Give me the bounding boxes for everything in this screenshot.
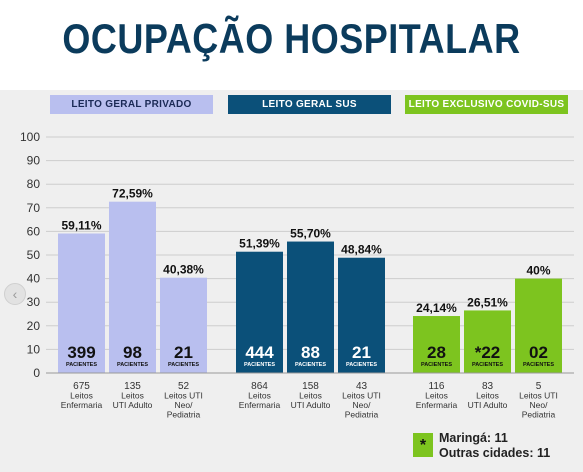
carousel-prev-icon[interactable]: ‹ (4, 283, 26, 305)
patients-count: 21 (352, 343, 371, 362)
category-label: Neo/ (353, 400, 372, 410)
y-tick-label: 0 (33, 366, 40, 380)
category-label: 52 (178, 381, 190, 392)
category-label: 43 (356, 381, 368, 392)
category-label: Leitos (476, 391, 499, 401)
legend-line-maringa: Maringá: 11 (439, 431, 508, 445)
category-label: Neo/ (530, 400, 549, 410)
group-header-covid: LEITO EXCLUSIVO COVID-SUS (405, 95, 568, 114)
bar (160, 277, 207, 373)
category-label: Neo/ (175, 400, 194, 410)
bar-value-label: 51,39% (239, 237, 280, 251)
category-label: Leitos (121, 391, 144, 401)
bar (287, 241, 334, 373)
category-label: 135 (124, 381, 141, 392)
patients-caption: PACIENTES (523, 362, 554, 368)
category-label: Pediatria (522, 410, 556, 420)
bar (515, 278, 562, 373)
category-label: Leitos UTI (519, 391, 558, 401)
y-tick-label: 10 (27, 342, 41, 356)
y-tick-label: 40 (27, 272, 41, 286)
group-header-privado: LEITO GERAL PRIVADO (50, 95, 213, 114)
group-header-sus: LEITO GERAL SUS (228, 95, 391, 114)
bar (338, 257, 385, 373)
category-label: Enfermaria (416, 400, 458, 410)
patients-caption: PACIENTES (244, 362, 275, 368)
bar-value-label: 72,59% (112, 187, 153, 201)
y-tick-label: 30 (27, 295, 41, 309)
patients-count: 21 (174, 343, 193, 362)
asterisk-marker: * (413, 433, 433, 457)
category-label: 83 (482, 381, 494, 392)
bar-value-label: 48,84% (341, 243, 382, 257)
patients-caption: PACIENTES (168, 362, 199, 368)
bar-value-label: 59,11% (61, 219, 101, 233)
category-label: 116 (429, 381, 445, 392)
category-label: Enfermaria (239, 400, 281, 410)
category-label: UTI Adulto (113, 400, 153, 410)
category-label: Leitos (299, 391, 322, 401)
bar-value-label: 26,51% (467, 295, 508, 309)
category-label: 5 (536, 381, 542, 392)
page-title: OCUPAÇÃO HOSPITALAR (62, 14, 521, 63)
patients-caption: PACIENTES (117, 362, 148, 368)
category-label: Enfermaria (61, 400, 103, 410)
bar (236, 251, 283, 373)
bar (464, 310, 511, 373)
category-label: Leitos UTI (164, 391, 203, 401)
category-label: UTI Adulto (468, 400, 508, 410)
bar-value-label: 40% (526, 264, 550, 278)
patients-count: 98 (123, 343, 142, 362)
patients-count: *22 (475, 343, 501, 362)
y-tick-label: 80 (27, 177, 41, 191)
category-label: Leitos UTI (342, 391, 381, 401)
patients-count: 444 (245, 343, 274, 362)
category-label: 158 (302, 381, 319, 392)
bar-value-label: 40,38% (163, 263, 204, 277)
patients-caption: PACIENTES (346, 362, 377, 368)
category-label: Leitos (248, 391, 271, 401)
y-tick-label: 60 (27, 224, 41, 238)
y-tick-label: 70 (27, 201, 41, 215)
patients-count: 88 (301, 343, 320, 362)
category-label: Pediatria (345, 410, 379, 420)
patients-caption: PACIENTES (421, 362, 452, 368)
category-label: 675 (73, 381, 90, 392)
patients-count: 399 (67, 343, 95, 362)
patients-count: 02 (529, 343, 548, 362)
legend-line-outras: Outras cidades: 11 (439, 446, 551, 460)
category-label: Leitos (70, 391, 93, 401)
category-label: Pediatria (167, 410, 201, 420)
bar-value-label: 55,70% (290, 227, 331, 241)
category-label: Leitos (425, 391, 448, 401)
bar (109, 201, 156, 373)
bar-value-label: 24,14% (416, 301, 457, 315)
bar (58, 233, 105, 373)
y-tick-label: 100 (20, 130, 40, 144)
patients-caption: PACIENTES (66, 362, 97, 368)
patients-caption: PACIENTES (472, 362, 503, 368)
category-label: 864 (251, 381, 268, 392)
patients-caption: PACIENTES (295, 362, 326, 368)
y-tick-label: 90 (27, 154, 41, 168)
y-tick-label: 20 (27, 319, 41, 333)
y-tick-label: 50 (27, 248, 41, 262)
bar (413, 316, 460, 373)
category-label: UTI Adulto (291, 400, 331, 410)
patients-count: 28 (427, 343, 446, 362)
